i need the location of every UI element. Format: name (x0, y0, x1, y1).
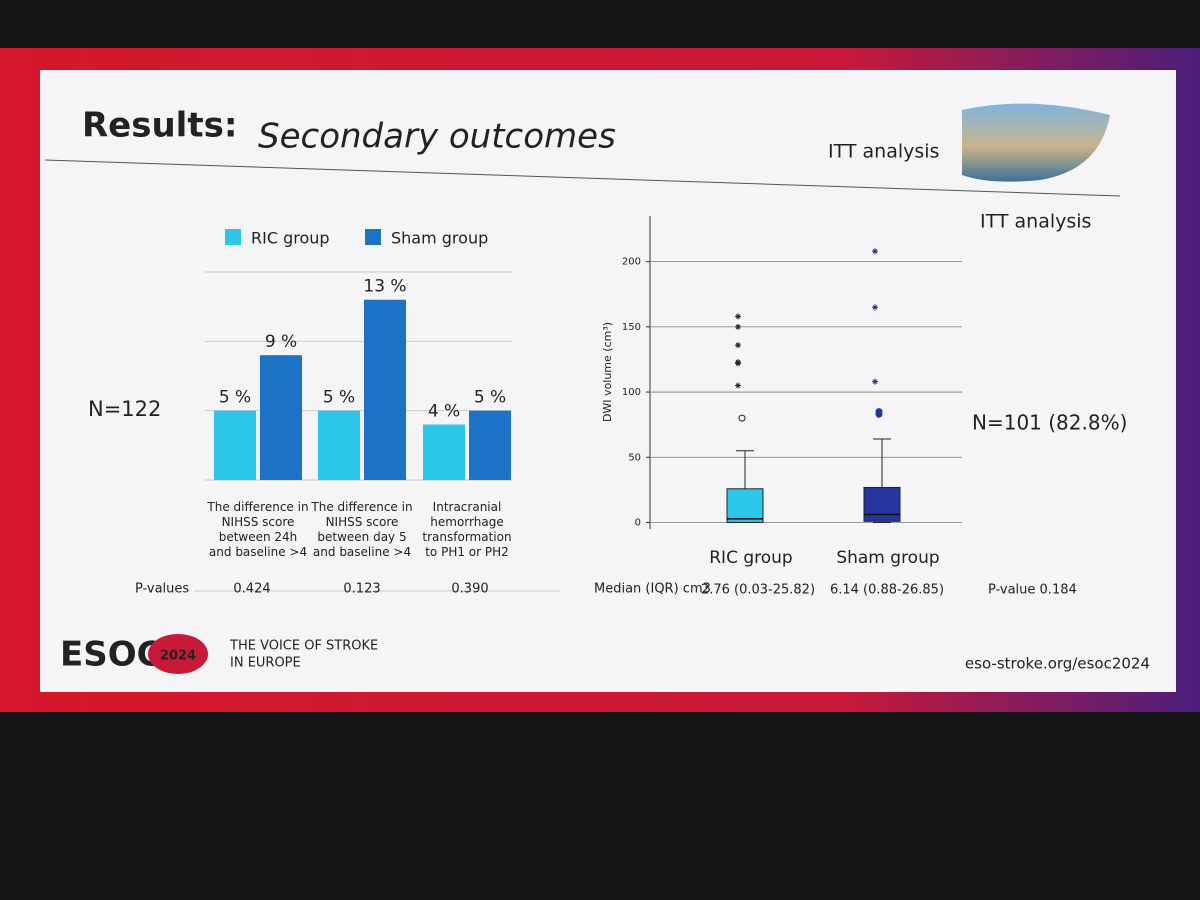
y-tick-label: 100 (622, 387, 641, 398)
footer-url: eso-stroke.org/esoc2024 (965, 655, 1150, 673)
badge: ITT analysis (828, 141, 939, 163)
p-label: P-values (135, 582, 189, 597)
y-tick-label: 50 (628, 452, 641, 463)
x-tick-label: The difference in NIHSS score between da… (311, 500, 413, 559)
logo: ESOC (60, 635, 162, 675)
y-tick-label: 200 (622, 257, 641, 268)
logo-blob (148, 634, 208, 674)
summary-value: 6.14 (0.88-26.85) (830, 583, 944, 598)
city-photo (962, 103, 1110, 182)
title-lead: Results: (82, 106, 237, 146)
outlier (875, 408, 883, 416)
extreme (872, 378, 878, 385)
logo-year: 2024 (160, 649, 196, 664)
x-tick-label: Intracranial hemorrhage transformation t… (422, 500, 512, 559)
y-axis-title: DWI volume (cm³) (601, 322, 614, 422)
bar (364, 299, 406, 480)
bar (469, 410, 511, 480)
legend-swatch (365, 229, 381, 245)
summary-p: P-value 0.184 (988, 583, 1077, 598)
y-tick-label: 150 (622, 322, 641, 333)
right-n: N=101 (82.8%) (972, 411, 1127, 435)
value-label: 13 % (363, 277, 406, 297)
bar (423, 424, 465, 480)
legend-label: Sham group (391, 229, 488, 248)
title-rule (44, 159, 1121, 197)
x-tick-label: The difference in NIHSS score between 24… (207, 500, 309, 559)
summary-label: Median (IQR) cm3 (594, 582, 711, 597)
bar (318, 410, 360, 480)
chart-title: ITT analysis (980, 211, 1091, 233)
left-n: N=122 (88, 397, 161, 421)
legend-label: RIC group (251, 229, 330, 248)
extreme (735, 323, 741, 330)
value-label: 4 % (428, 402, 460, 422)
x-tick-label: RIC group (709, 548, 792, 568)
value-label: 5 % (474, 388, 506, 408)
box (726, 488, 764, 523)
extreme (735, 342, 741, 349)
p-value: 0.424 (233, 582, 270, 597)
legend-swatch (225, 229, 241, 245)
extreme (735, 382, 741, 389)
box (863, 486, 901, 522)
extreme (735, 313, 741, 320)
y-tick-label: 0 (635, 517, 641, 528)
bar (260, 355, 302, 480)
extreme (872, 304, 878, 311)
tagline: IN EUROPE (230, 656, 301, 671)
summary-value: 2.76 (0.03-25.82) (701, 583, 815, 598)
value-label: 9 % (265, 332, 297, 352)
x-tick-label: Sham group (836, 548, 939, 568)
title-rest: Secondary outcomes (258, 117, 616, 157)
tagline: THE VOICE OF STROKE (229, 639, 378, 654)
extreme (872, 248, 878, 255)
p-value: 0.123 (343, 582, 380, 597)
outlier (738, 414, 746, 422)
p-value: 0.390 (451, 582, 488, 597)
value-label: 5 % (219, 388, 251, 408)
extreme (735, 359, 741, 366)
value-label: 5 % (323, 388, 355, 408)
bar (214, 410, 256, 480)
